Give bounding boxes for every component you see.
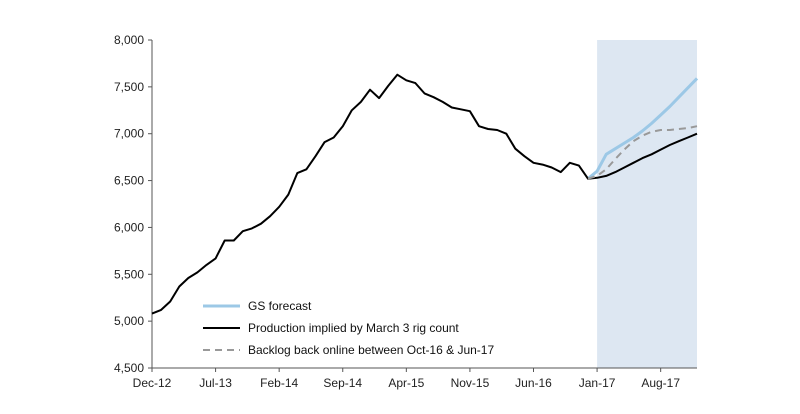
x-axis-ticks: Dec-12 Jul-13 Feb-14 Sep-14 Apr-15 Nov-15 Jun-…: [133, 368, 680, 390]
x-tick-label: Nov-15: [451, 376, 490, 390]
y-tick-label: 7,000: [114, 127, 144, 141]
y-axis-ticks: 4,500 5,000 5,500 6,000 6,500 7,000 7,500 8,000: [114, 33, 152, 375]
series-line-0: [587, 77, 699, 180]
x-tick-label: Dec-12: [133, 376, 172, 390]
series-line-1: [151, 73, 698, 315]
series-layer: [151, 73, 699, 315]
forecast-shading: [597, 40, 697, 368]
y-tick-label: 5,500: [114, 267, 144, 281]
x-tick-label: Feb-14: [260, 376, 298, 390]
y-tick-label: 4,500: [114, 361, 144, 375]
legend: GS forecast Production implied by March …: [203, 299, 494, 357]
x-tick-label: Jan-17: [579, 376, 616, 390]
x-tick-label: Jun-16: [515, 376, 552, 390]
x-tick-label: Jul-13: [199, 376, 232, 390]
x-tick-label: Apr-15: [388, 376, 424, 390]
x-tick-label: Sep-14: [323, 376, 362, 390]
legend-label-backlog: Backlog back online between Oct-16 & Jun…: [248, 343, 494, 357]
legend-label-production: Production implied by March 3 rig count: [248, 321, 459, 335]
y-tick-label: 8,000: [114, 33, 144, 47]
y-tick-label: 7,500: [114, 80, 144, 94]
y-tick-label: 6,500: [114, 174, 144, 188]
x-tick-label: Aug-17: [641, 376, 680, 390]
legend-label-gs-forecast: GS forecast: [248, 299, 312, 313]
y-tick-label: 6,000: [114, 220, 144, 234]
y-tick-label: 5,000: [114, 314, 144, 328]
